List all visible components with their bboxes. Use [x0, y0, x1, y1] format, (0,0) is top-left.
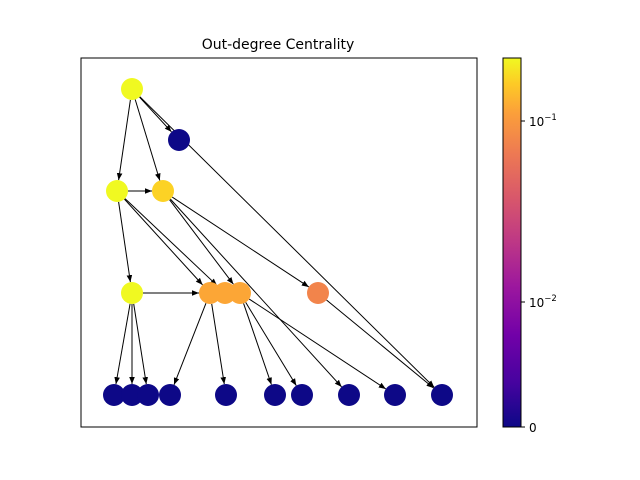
- edge-n3-n7: [169, 199, 234, 285]
- edge-n7-b6: [245, 302, 297, 386]
- colorbar-tick-2: 10−2: [521, 294, 557, 310]
- node-n0: [121, 78, 143, 100]
- node-n7: [229, 282, 251, 304]
- node-b1: [121, 384, 143, 406]
- plot-frame: [80, 57, 478, 428]
- node-n1: [168, 129, 190, 151]
- edge-n2-n5: [124, 198, 203, 286]
- edge-n4-b0: [114, 303, 131, 385]
- svg-text:10−1: 10−1: [529, 113, 557, 129]
- colorbar-tick-2-exp: −2: [544, 294, 557, 304]
- node-b3: [159, 384, 181, 406]
- edge-n3-b7: [170, 198, 342, 388]
- edge-n2-n6: [124, 198, 218, 286]
- edge-n7-b8: [248, 298, 387, 390]
- colorbar-gradient: [503, 58, 521, 427]
- colorbar-tick-1: 10−1: [521, 113, 557, 129]
- colorbar-tick-3-label: 0: [529, 421, 537, 435]
- node-n2: [106, 180, 128, 202]
- node-n8: [307, 282, 329, 304]
- edge-n0-n3: [134, 99, 161, 181]
- edge-n5-b3: [173, 303, 207, 385]
- chart-title: Out-degree Centrality: [202, 37, 355, 53]
- node-b4: [215, 384, 237, 406]
- node-b6: [291, 384, 313, 406]
- edge-n0-b9: [139, 96, 435, 388]
- edge-n0-n1: [139, 96, 172, 133]
- node-b7: [338, 384, 360, 406]
- edge-n2-n4: [118, 201, 133, 283]
- graph-edges: [114, 96, 435, 390]
- edge-n3-n8: [171, 196, 310, 288]
- svg-text:10−2: 10−2: [529, 294, 557, 310]
- edge-n5-b4: [211, 303, 226, 385]
- colorbar-tick-1-exp: −1: [544, 113, 557, 123]
- node-b5: [264, 384, 286, 406]
- colorbar-tick-3: 0: [521, 421, 537, 435]
- node-b0: [103, 384, 125, 406]
- edge-n7-b5: [243, 303, 272, 385]
- node-b8: [384, 384, 406, 406]
- edge-n8-b9: [326, 299, 434, 389]
- edge-n0-n2: [116, 99, 131, 181]
- graph-nodes: [103, 78, 453, 406]
- node-b2: [137, 384, 159, 406]
- edge-n4-b2: [133, 303, 148, 385]
- node-n3: [152, 180, 174, 202]
- colorbar-tick-2-base: 10: [529, 296, 544, 310]
- colorbar-tick-1-base: 10: [529, 115, 544, 129]
- node-n4: [121, 282, 143, 304]
- node-b9: [431, 384, 453, 406]
- colorbar-frame: [502, 57, 522, 428]
